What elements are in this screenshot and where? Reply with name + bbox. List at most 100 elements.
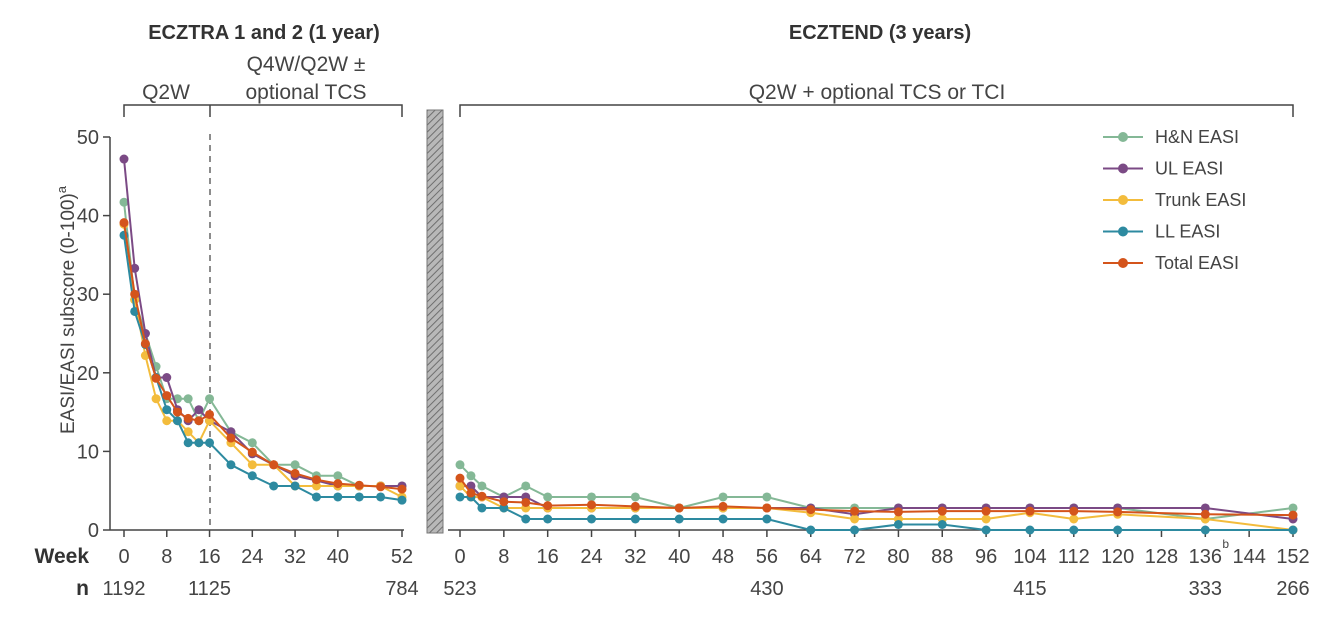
n-value: 333 xyxy=(1189,578,1222,600)
data-point-total-easi xyxy=(205,409,215,419)
data-point-ul-easi xyxy=(130,263,140,273)
data-point-h-n-easi xyxy=(455,460,465,470)
x-tick-label: 8 xyxy=(498,546,509,568)
data-point-total-easi xyxy=(981,506,991,516)
x-tick-label: 52 xyxy=(391,546,413,568)
x-axis-ticks-right: 0 8 16 24 32 40 48 56 64 72 80 88 96 104 112 120 128 136b… xyxy=(454,530,1310,568)
left-panel-title: ECZTRA 1 and 2 (1 year) xyxy=(148,22,380,44)
data-point-ll-easi xyxy=(333,492,343,502)
data-point-h-n-easi xyxy=(587,492,597,502)
data-point-ll-easi xyxy=(630,514,640,524)
legend: H&N EASI UL EASI Trunk EASI LL EASI Total EA… xyxy=(1103,127,1246,273)
x-tick-label: 104 xyxy=(1013,546,1046,568)
x-tick-label: 120 xyxy=(1101,546,1134,568)
data-point-ll-easi xyxy=(981,525,991,535)
x-tick-label: 72 xyxy=(843,546,865,568)
week-row-label: Week xyxy=(35,545,90,568)
data-point-ll-easi xyxy=(354,492,364,502)
data-point-ll-easi xyxy=(311,492,321,502)
data-point-total-easi xyxy=(183,413,193,423)
x-tick-label: 40 xyxy=(668,546,690,568)
data-point-total-easi xyxy=(762,503,772,513)
x-tick-label: 16 xyxy=(198,546,220,568)
data-point-ll-easi xyxy=(455,492,465,502)
data-point-ll-easi xyxy=(226,460,236,470)
y-tick-label: 40 xyxy=(77,206,99,228)
data-point-ll-easi xyxy=(893,519,903,529)
series-line-h-n-easi xyxy=(123,202,402,487)
data-point-total-easi xyxy=(397,484,407,494)
data-point-total-easi xyxy=(718,501,728,511)
data-point-ll-easi xyxy=(269,481,279,491)
legend-label-h-n-easi: H&N EASI xyxy=(1155,127,1239,147)
x-tick-label: 96 xyxy=(975,546,997,568)
data-point-h-n-easi xyxy=(183,394,193,404)
data-point-ll-easi xyxy=(521,514,531,524)
data-point-h-n-easi xyxy=(205,394,215,404)
data-point-total-easi xyxy=(151,373,161,383)
data-point-trunk-easi xyxy=(162,416,172,426)
data-point-h-n-easi xyxy=(543,492,553,502)
series-line-total-easi xyxy=(123,222,403,491)
data-point-total-easi xyxy=(376,482,386,492)
data-point-total-easi xyxy=(290,468,300,478)
x-tick-label: 40 xyxy=(327,546,349,568)
y-tick-label: 0 xyxy=(88,520,99,542)
data-point-trunk-easi xyxy=(151,394,161,404)
x-tick-label: 32 xyxy=(624,546,646,568)
x-tick-label: 0 xyxy=(118,546,129,568)
data-point-h-n-easi xyxy=(466,471,476,481)
x-tick-label: 0 xyxy=(454,546,465,568)
y-axis-ticks: 0 10 20 30 40 50 xyxy=(77,127,110,542)
data-point-total-easi xyxy=(587,500,597,510)
data-point-ll-easi xyxy=(397,495,407,505)
axis-break-bar xyxy=(426,109,444,534)
n-row-label: n xyxy=(76,577,89,600)
n-value: 523 xyxy=(443,578,476,600)
y-tick-label: 10 xyxy=(77,441,99,463)
data-point-total-easi xyxy=(674,503,684,513)
legend-marker-ll-easi xyxy=(1118,226,1128,237)
right-panel-title: ECZTEND (3 years) xyxy=(789,22,971,44)
data-point-total-easi xyxy=(477,491,487,501)
data-point-total-easi xyxy=(630,501,640,511)
y-tick-label: 50 xyxy=(77,127,99,149)
data-point-ll-easi xyxy=(499,503,509,513)
data-point-ll-easi xyxy=(1025,525,1035,535)
data-point-ll-easi xyxy=(762,514,772,524)
data-point-total-easi xyxy=(466,488,476,498)
legend-label-ll-easi: LL EASI xyxy=(1155,222,1220,242)
data-point-h-n-easi xyxy=(290,460,300,470)
data-point-trunk-easi xyxy=(1069,514,1079,524)
data-point-total-easi xyxy=(354,480,364,490)
data-point-total-easi xyxy=(1025,506,1035,516)
data-point-total-easi xyxy=(543,501,553,511)
data-point-ll-easi xyxy=(194,438,204,448)
data-point-total-easi xyxy=(172,407,182,417)
data-point-ll-easi xyxy=(1113,525,1123,535)
data-point-ll-easi xyxy=(172,416,182,426)
data-point-total-easi xyxy=(226,433,236,443)
n-row-left: 1192 1125 784 xyxy=(102,578,418,600)
data-point-ll-easi xyxy=(937,519,947,529)
phase-label-ecztend: Q2W + optional TCS or TCI xyxy=(749,81,1006,104)
n-value: 1192 xyxy=(102,578,145,600)
n-value: 430 xyxy=(750,578,783,600)
legend-label-total-easi: Total EASI xyxy=(1155,253,1239,273)
n-value: 415 xyxy=(1013,578,1046,600)
n-value: 266 xyxy=(1276,578,1309,600)
data-point-ll-easi xyxy=(1200,525,1210,535)
data-point-trunk-easi xyxy=(311,481,321,491)
data-point-total-easi xyxy=(119,218,129,228)
x-tick-label: 136 xyxy=(1189,546,1222,568)
phase-bracket-right xyxy=(459,104,1294,117)
data-point-h-n-easi xyxy=(521,481,531,491)
y-axis-label-text: EASI/EASI subscore (0-100) xyxy=(58,193,79,434)
data-point-total-easi xyxy=(130,289,140,299)
data-point-ul-easi xyxy=(119,154,129,164)
data-point-ll-easi xyxy=(162,405,172,415)
data-point-ll-easi xyxy=(587,514,597,524)
series-line-ul-easi xyxy=(123,158,402,487)
data-point-ll-easi xyxy=(674,514,684,524)
data-point-ll-easi xyxy=(477,503,487,513)
